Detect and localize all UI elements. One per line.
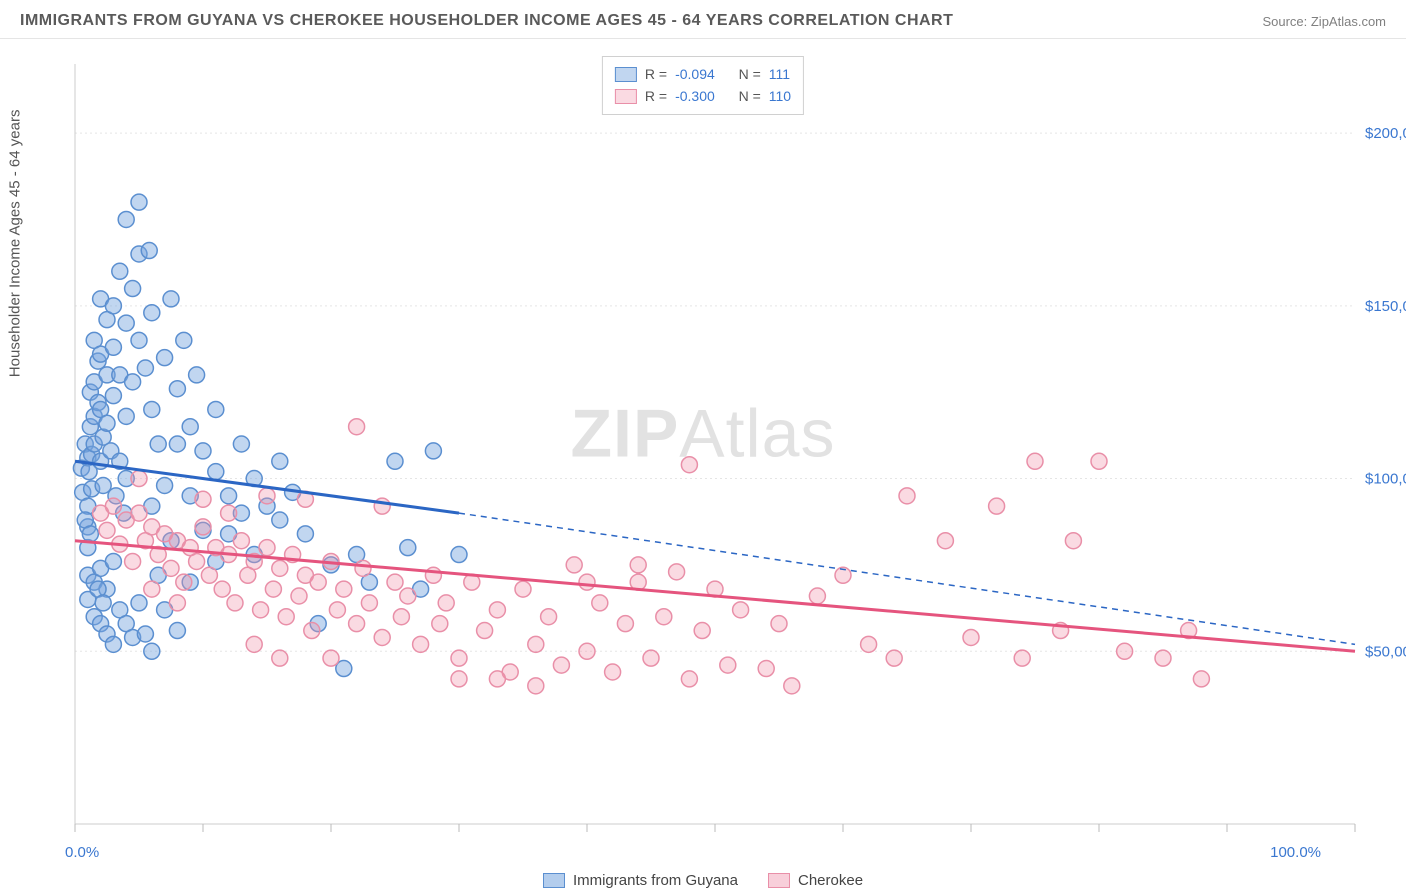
legend-bottom: Immigrants from Guyana Cherokee: [0, 872, 1406, 889]
svg-text:$50,000: $50,000: [1365, 643, 1406, 660]
legend-top-row: R = -0.300 N = 110: [615, 85, 791, 107]
svg-text:$150,000: $150,000: [1365, 298, 1406, 315]
x-axis-labels: 0.0% 100.0%: [25, 844, 1381, 868]
legend-n-label: N =: [739, 63, 761, 85]
legend-swatch: [543, 873, 565, 888]
legend-top: R = -0.094 N = 111 R = -0.300 N = 110: [602, 56, 804, 115]
legend-r-value: -0.300: [675, 85, 715, 107]
chart-container: Householder Income Ages 45 - 64 years $5…: [25, 54, 1381, 844]
x-max-label: 100.0%: [1270, 844, 1321, 861]
scatter-chart: $50,000 $100,000 $150,000 $200,000: [25, 54, 1406, 844]
y-axis-label: Householder Income Ages 45 - 64 years: [7, 110, 24, 378]
legend-series-label: Cherokee: [798, 872, 863, 889]
legend-r-value: -0.094: [675, 63, 715, 85]
chart-header: IMMIGRANTS FROM GUYANA VS CHEROKEE HOUSE…: [0, 0, 1406, 39]
legend-swatch: [768, 873, 790, 888]
legend-swatch: [615, 67, 637, 82]
chart-source: Source: ZipAtlas.com: [1262, 14, 1386, 29]
legend-r-label: R =: [645, 85, 667, 107]
svg-text:$200,000: $200,000: [1365, 125, 1406, 142]
chart-title: IMMIGRANTS FROM GUYANA VS CHEROKEE HOUSE…: [20, 12, 953, 30]
legend-top-row: R = -0.094 N = 111: [615, 63, 791, 85]
legend-series-label: Immigrants from Guyana: [573, 872, 738, 889]
legend-r-label: R =: [645, 63, 667, 85]
legend-n-value: 111: [769, 63, 790, 85]
legend-n-label: N =: [739, 85, 761, 107]
legend-bottom-item: Cherokee: [768, 872, 863, 889]
x-min-label: 0.0%: [65, 844, 99, 861]
legend-bottom-item: Immigrants from Guyana: [543, 872, 738, 889]
svg-text:$100,000: $100,000: [1365, 471, 1406, 488]
legend-n-value: 110: [769, 85, 791, 107]
legend-swatch: [615, 89, 637, 104]
